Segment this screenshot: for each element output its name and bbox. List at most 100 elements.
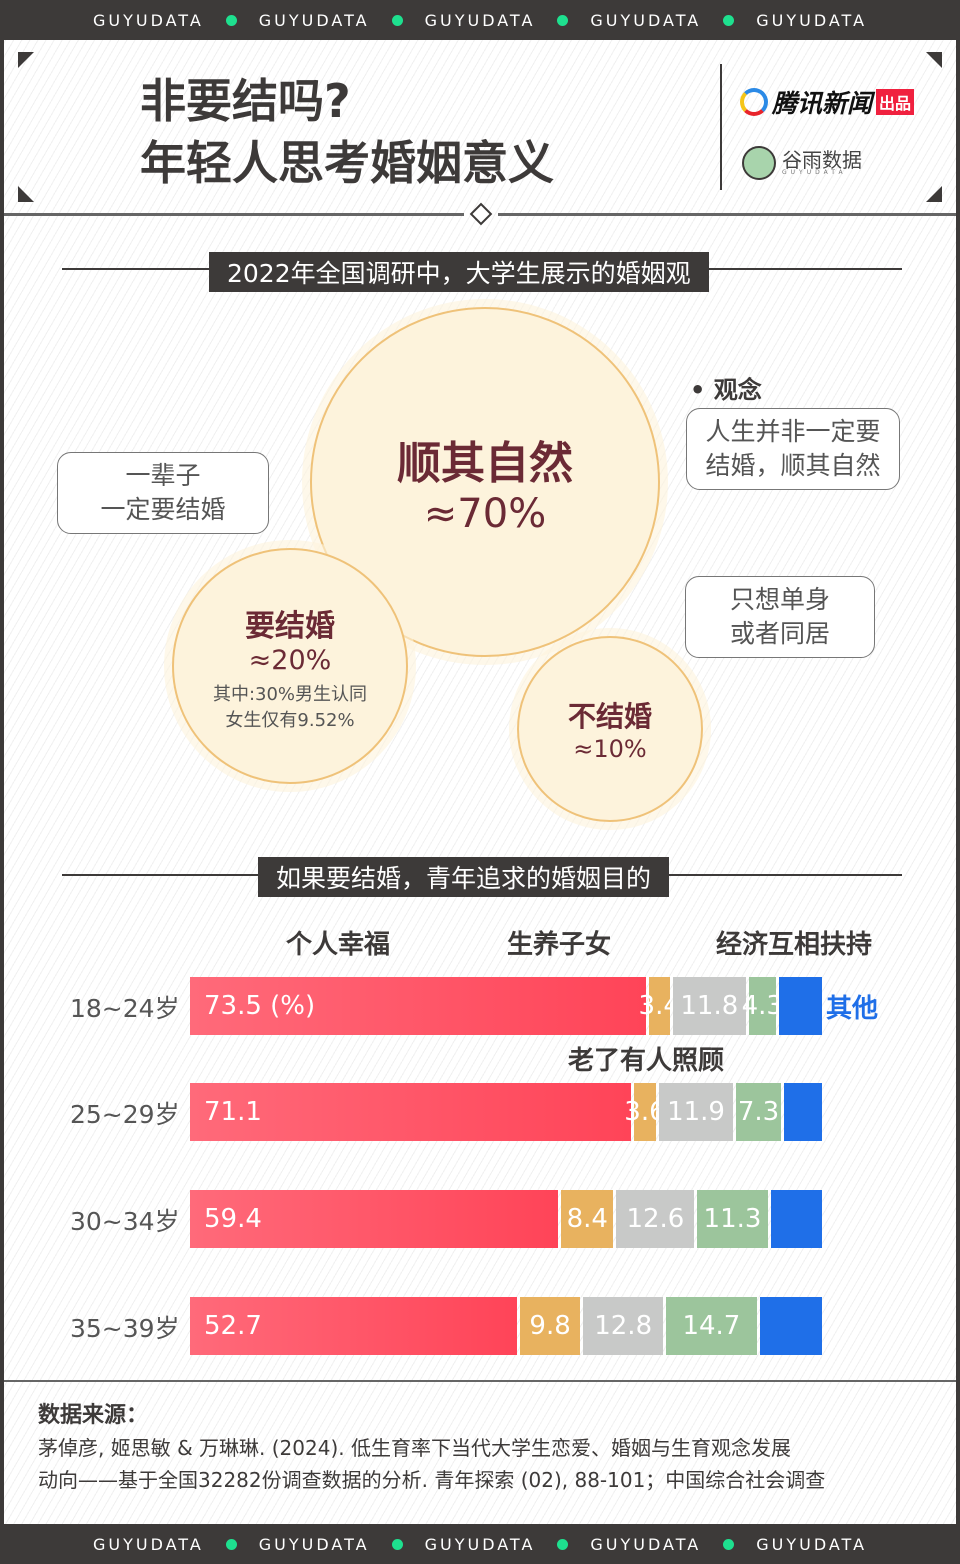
- row-label: 35~39岁: [70, 1314, 180, 1343]
- source-title: 数据来源：: [38, 1403, 149, 1428]
- callout-line: 一辈子: [125, 461, 201, 490]
- bar-segment: 3.4: [639, 977, 680, 1035]
- bar-segment: 3.6: [624, 1083, 666, 1141]
- callout-line: 结婚，顺其自然: [705, 451, 881, 480]
- band-text: GUYUDATA: [756, 10, 868, 30]
- concept-title-text: 观念: [713, 376, 762, 404]
- dot-icon: [225, 1538, 237, 1550]
- data-label: 12.8: [594, 1311, 653, 1341]
- legend-other: 其他: [826, 994, 879, 1024]
- source: 数据来源： 茅倬彦, 姬思敏 & 万琳琳. (2024). 低生育率下当代大学生…: [38, 1400, 825, 1496]
- brand-tencent: 腾讯新闻 出品: [740, 84, 915, 120]
- marry-note2: 女生仅有9.52%: [225, 709, 355, 731]
- data-label: 3.6: [624, 1097, 666, 1127]
- bar-segment: 52.7: [190, 1297, 517, 1355]
- data-label: 4.3: [741, 991, 783, 1021]
- header-rule: [498, 213, 956, 216]
- band-text: GUYUDATA: [424, 1534, 536, 1554]
- band-text: GUYUDATA: [424, 10, 536, 30]
- corner-mark: [926, 186, 942, 202]
- bar-segment: [784, 1083, 822, 1141]
- source-rule: [4, 1380, 956, 1382]
- natural-value: ≈70%: [423, 491, 547, 537]
- row-label: 30~34岁: [70, 1207, 180, 1236]
- legend-children: 生养子女: [507, 930, 612, 960]
- stacked-bar: 59.4 8.4 12.6 11.3: [190, 1190, 822, 1248]
- callout-line: 只想单身: [729, 585, 830, 614]
- natural-label: 顺其自然: [397, 438, 573, 489]
- nomarry-value: ≈10%: [573, 735, 647, 763]
- source-line1: 茅倬彦, 姬思敏 & 万琳琳. (2024). 低生育率下当代大学生恋爱、婚姻与…: [38, 1436, 791, 1460]
- bar-segment: 73.5 (%): [190, 977, 646, 1035]
- bar-segment: 59.4: [190, 1190, 559, 1248]
- bar-segment: 12.6: [616, 1190, 695, 1248]
- dot-icon: [557, 1538, 569, 1550]
- data-label: 14.7: [682, 1311, 741, 1341]
- corner-mark: [18, 186, 34, 202]
- callout-line: 或者同居: [729, 619, 830, 648]
- marry-label: 要结婚: [245, 608, 335, 644]
- top-band: GUYUDATA GUYUDATA GUYUDATA GUYUDATA GUYU…: [0, 0, 960, 40]
- band-text: GUYUDATA: [92, 10, 204, 30]
- data-label: 71.1: [204, 1097, 262, 1127]
- marry-note1: 其中:30%男生认同: [212, 683, 368, 705]
- source-line2: 动向——基于全国32282份调查数据的分析. 青年探索 (02), 88-101…: [38, 1468, 826, 1492]
- legend-happiness: 个人幸福: [286, 930, 391, 960]
- bar-segment: 71.1: [190, 1083, 631, 1141]
- bar-segment: 8.4: [561, 1190, 614, 1248]
- bar-segment: 14.7: [665, 1297, 757, 1355]
- brand1-text: 腾讯新闻: [772, 89, 873, 118]
- stacked-bar: 73.5 (%) 3.4 11.8 4.3: [190, 977, 822, 1035]
- data-label: 59.4: [204, 1204, 262, 1234]
- title-line2: 年轻人思考婚姻意义: [140, 136, 554, 190]
- band-text: GUYUDATA: [590, 1534, 702, 1554]
- stacked-bar: 71.1 3.6 11.9 7.3: [190, 1083, 822, 1141]
- stacked-bar: 52.7 9.8 12.8 14.7: [190, 1297, 822, 1355]
- bar-segment: 9.8: [519, 1297, 581, 1355]
- dot-icon: [391, 14, 403, 26]
- page-title: 非要结吗? 年轻人思考婚姻意义: [140, 70, 554, 194]
- callout-marry: 一辈子 一定要结婚: [57, 452, 269, 534]
- brand-guyu: 谷雨数据 GUYUDATA: [742, 146, 862, 180]
- section1-title: 2022年全国调研中，大学生展示的婚姻观: [209, 252, 709, 292]
- band-text: GUYUDATA: [92, 1534, 204, 1554]
- bar-segment: [770, 1190, 822, 1248]
- bar-segment: [778, 977, 822, 1035]
- band-text: GUYUDATA: [258, 1534, 370, 1554]
- data-label: 11.8: [680, 991, 739, 1021]
- bar-segment: [759, 1297, 822, 1355]
- bubble-marry: 要结婚 ≈20% 其中:30%男生认同 女生仅有9.52%: [172, 548, 408, 784]
- callout-nomarry: 只想单身 或者同居: [685, 576, 875, 658]
- legend-economic: 经济互相扶持: [716, 930, 873, 960]
- title-line1: 非要结吗?: [140, 74, 351, 128]
- bubble-nomarry: 不结婚 ≈10%: [517, 636, 703, 822]
- bar-segment: 11.3: [697, 1190, 768, 1248]
- dot-icon: [225, 14, 237, 26]
- bar-segment: 11.8: [672, 977, 746, 1035]
- data-label: 9.8: [529, 1311, 571, 1341]
- corner-mark: [926, 52, 942, 68]
- bar-segment: 11.9: [659, 1083, 733, 1141]
- nomarry-label: 不结婚: [567, 700, 652, 733]
- row-label: 25~29岁: [70, 1100, 180, 1129]
- data-label: 52.7: [204, 1311, 262, 1341]
- data-label: 11.9: [667, 1097, 725, 1127]
- concept-title: • 观念: [690, 376, 762, 404]
- callout-natural: 人生并非一定要 结婚，顺其自然: [686, 408, 900, 490]
- data-label: 11.3: [703, 1204, 762, 1234]
- chart-title: 如果要结婚，青年追求的婚姻目的: [258, 857, 670, 897]
- data-label: 12.6: [626, 1204, 685, 1234]
- dot-icon: [391, 1538, 403, 1550]
- data-label: 7.3: [737, 1097, 780, 1127]
- guyu-logo-icon: [742, 146, 776, 180]
- band-text: GUYUDATA: [258, 10, 370, 30]
- data-label: 8.4: [566, 1204, 608, 1234]
- brand2-text: 谷雨数据: [782, 148, 862, 172]
- band-text: GUYUDATA: [756, 1534, 868, 1554]
- marry-value: ≈20%: [248, 644, 332, 676]
- bottom-band: GUYUDATA GUYUDATA GUYUDATA GUYUDATA GUYU…: [0, 1524, 960, 1564]
- dot-icon: [557, 14, 569, 26]
- corner-mark: [18, 52, 34, 68]
- bar-segment: 12.8: [583, 1297, 663, 1355]
- divider: [720, 64, 722, 190]
